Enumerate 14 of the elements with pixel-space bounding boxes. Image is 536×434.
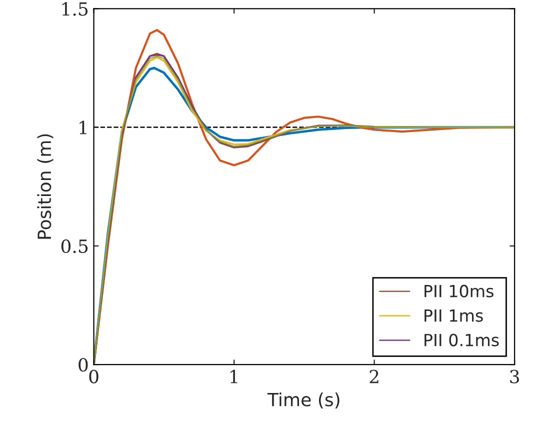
y-tick-label: 0.5: [61, 239, 88, 254]
x-tick-label: 3: [510, 370, 519, 384]
y-tick-label: 1: [80, 120, 86, 134]
x-tick-label: 2: [370, 370, 378, 384]
y-tick-label: 0: [78, 358, 88, 372]
x-axis-title: Time (s): [267, 392, 340, 409]
x-tick-label: 1: [230, 370, 238, 384]
y-tick-label: 1.5: [62, 2, 88, 16]
legend-label: PII 1ms: [424, 309, 483, 322]
legend-label: PII 0.1ms: [424, 334, 499, 346]
y-axis-title: Position (m): [37, 134, 54, 239]
line-series: [94, 54, 375, 365]
x-tick-label: 0: [89, 370, 98, 384]
legend-label: PII 10ms: [424, 284, 494, 298]
